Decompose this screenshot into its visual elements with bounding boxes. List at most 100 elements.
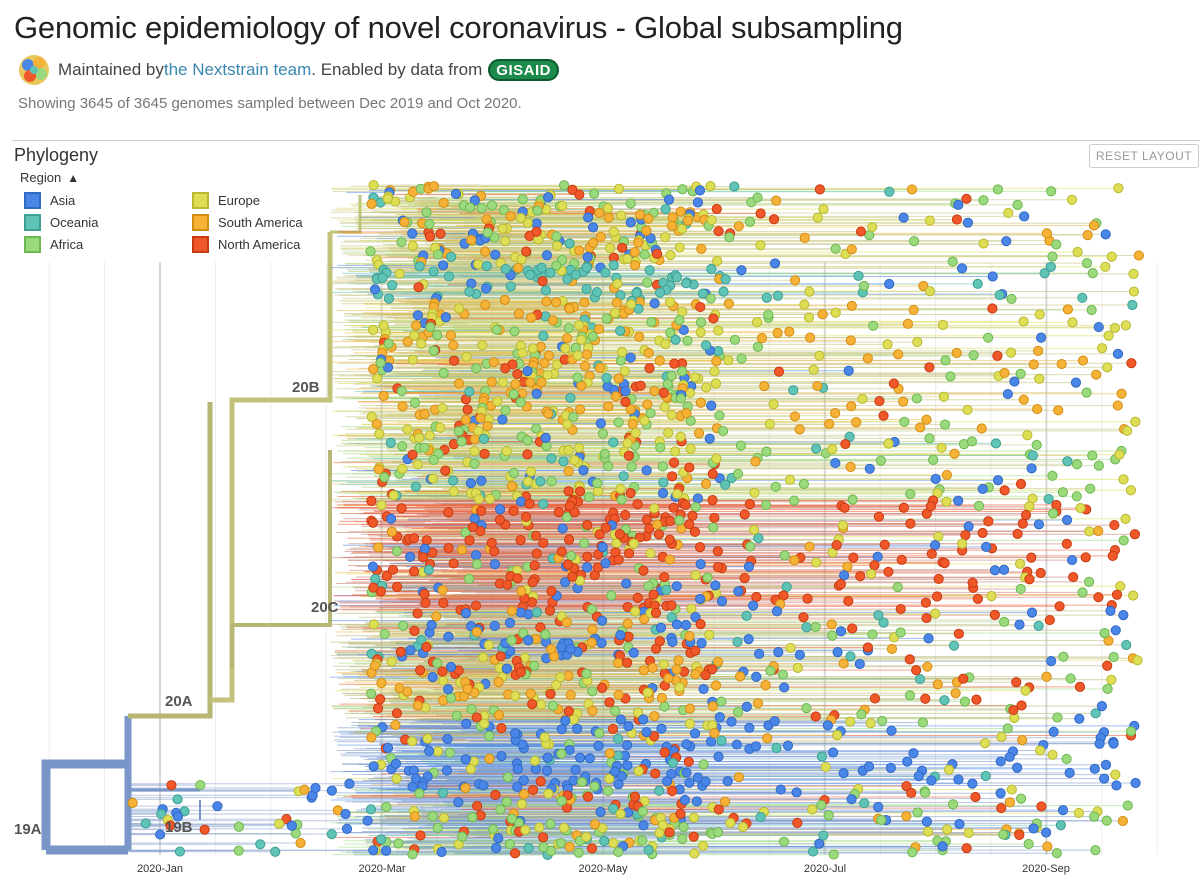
tip-node[interactable]: [789, 555, 800, 566]
tip-node[interactable]: [576, 380, 587, 391]
tip-node[interactable]: [475, 505, 487, 517]
tip-node[interactable]: [525, 269, 536, 280]
tip-node[interactable]: [1075, 502, 1086, 514]
tip-node[interactable]: [930, 608, 941, 619]
tip-node[interactable]: [576, 776, 588, 788]
tip-node[interactable]: [497, 414, 508, 425]
tip-node[interactable]: [779, 550, 790, 561]
tip-node[interactable]: [484, 493, 496, 505]
tip-node[interactable]: [517, 347, 528, 359]
tip-node[interactable]: [515, 397, 526, 408]
tip-node[interactable]: [587, 222, 599, 233]
tip-node[interactable]: [1107, 550, 1118, 561]
tip-node[interactable]: [480, 283, 492, 294]
tip-node[interactable]: [570, 764, 581, 775]
tip-node[interactable]: [1008, 704, 1019, 716]
tip-node[interactable]: [471, 626, 482, 638]
tip-node[interactable]: [709, 512, 720, 524]
tip-node[interactable]: [310, 782, 321, 794]
tip-node[interactable]: [1053, 405, 1064, 416]
tip-node[interactable]: [684, 519, 695, 530]
tip-node[interactable]: [1129, 529, 1140, 540]
tip-node[interactable]: [729, 181, 740, 192]
tip-node[interactable]: [701, 382, 712, 393]
tip-node[interactable]: [992, 184, 1003, 195]
tip-node[interactable]: [424, 745, 435, 757]
tip-node[interactable]: [479, 718, 490, 729]
tip-node[interactable]: [574, 189, 585, 200]
tip-node[interactable]: [522, 435, 533, 446]
tip-node[interactable]: [604, 697, 615, 708]
tip-node[interactable]: [830, 408, 841, 419]
tip-node[interactable]: [632, 592, 643, 603]
tip-node[interactable]: [396, 503, 407, 514]
tip-node[interactable]: [595, 418, 606, 429]
tip-node[interactable]: [695, 317, 707, 328]
tip-node[interactable]: [748, 524, 760, 535]
tip-node[interactable]: [508, 505, 519, 517]
tip-node[interactable]: [510, 690, 521, 702]
tip-node[interactable]: [544, 605, 556, 616]
tip-node[interactable]: [344, 778, 355, 789]
tip-node[interactable]: [447, 475, 459, 486]
tip-node[interactable]: [848, 552, 859, 563]
tip-node[interactable]: [542, 752, 553, 763]
tip-node[interactable]: [493, 676, 504, 688]
tip-node[interactable]: [595, 231, 606, 242]
tip-node[interactable]: [873, 610, 884, 621]
tip-node[interactable]: [717, 425, 729, 437]
legend-item-south-america[interactable]: South America: [192, 214, 303, 231]
tip-node[interactable]: [745, 541, 756, 552]
tip-node[interactable]: [989, 565, 1001, 576]
tip-node[interactable]: [630, 427, 641, 438]
tip-node[interactable]: [704, 433, 715, 444]
tip-node[interactable]: [922, 826, 934, 837]
tip-node[interactable]: [531, 218, 542, 229]
tip-node[interactable]: [416, 338, 427, 349]
tip-node[interactable]: [372, 703, 384, 714]
tip-node[interactable]: [558, 822, 570, 833]
tip-node[interactable]: [1077, 587, 1088, 598]
tip-node[interactable]: [621, 740, 633, 751]
tip-node[interactable]: [605, 242, 616, 254]
tip-node[interactable]: [1056, 358, 1067, 370]
tip-node[interactable]: [395, 646, 406, 657]
tip-node[interactable]: [369, 660, 381, 671]
tip-node[interactable]: [382, 193, 393, 204]
tip-node[interactable]: [732, 636, 743, 648]
tip-node[interactable]: [739, 573, 750, 584]
tip-node[interactable]: [233, 821, 245, 832]
tip-node[interactable]: [419, 409, 430, 420]
tip-node[interactable]: [431, 611, 442, 622]
tip-node[interactable]: [798, 478, 810, 490]
tip-node[interactable]: [568, 411, 579, 423]
tip-node[interactable]: [1001, 236, 1012, 247]
tip-node[interactable]: [613, 657, 624, 669]
tip-node[interactable]: [483, 639, 494, 651]
tip-node[interactable]: [502, 772, 513, 783]
tip-node[interactable]: [397, 401, 408, 412]
tip-node[interactable]: [792, 817, 803, 828]
tip-node[interactable]: [488, 823, 499, 835]
tip-node[interactable]: [1102, 362, 1113, 373]
tip-node[interactable]: [374, 428, 385, 439]
tip-node[interactable]: [690, 570, 701, 581]
tip-node[interactable]: [873, 801, 884, 813]
tip-node[interactable]: [884, 186, 895, 197]
tip-node[interactable]: [731, 739, 742, 750]
tip-node[interactable]: [706, 400, 717, 411]
tip-node[interactable]: [520, 824, 531, 836]
tip-node[interactable]: [654, 287, 666, 298]
tip-node[interactable]: [391, 773, 402, 784]
tip-node[interactable]: [771, 606, 783, 617]
tip-node[interactable]: [1072, 246, 1083, 258]
tip-node[interactable]: [732, 706, 744, 718]
tip-node[interactable]: [1006, 293, 1017, 305]
tip-node[interactable]: [1020, 685, 1031, 696]
tip-node[interactable]: [1004, 797, 1016, 808]
tip-node[interactable]: [432, 249, 444, 260]
tip-node[interactable]: [646, 316, 657, 328]
tip-node[interactable]: [810, 711, 821, 722]
tip-node[interactable]: [475, 810, 486, 821]
tip-node[interactable]: [480, 299, 491, 310]
